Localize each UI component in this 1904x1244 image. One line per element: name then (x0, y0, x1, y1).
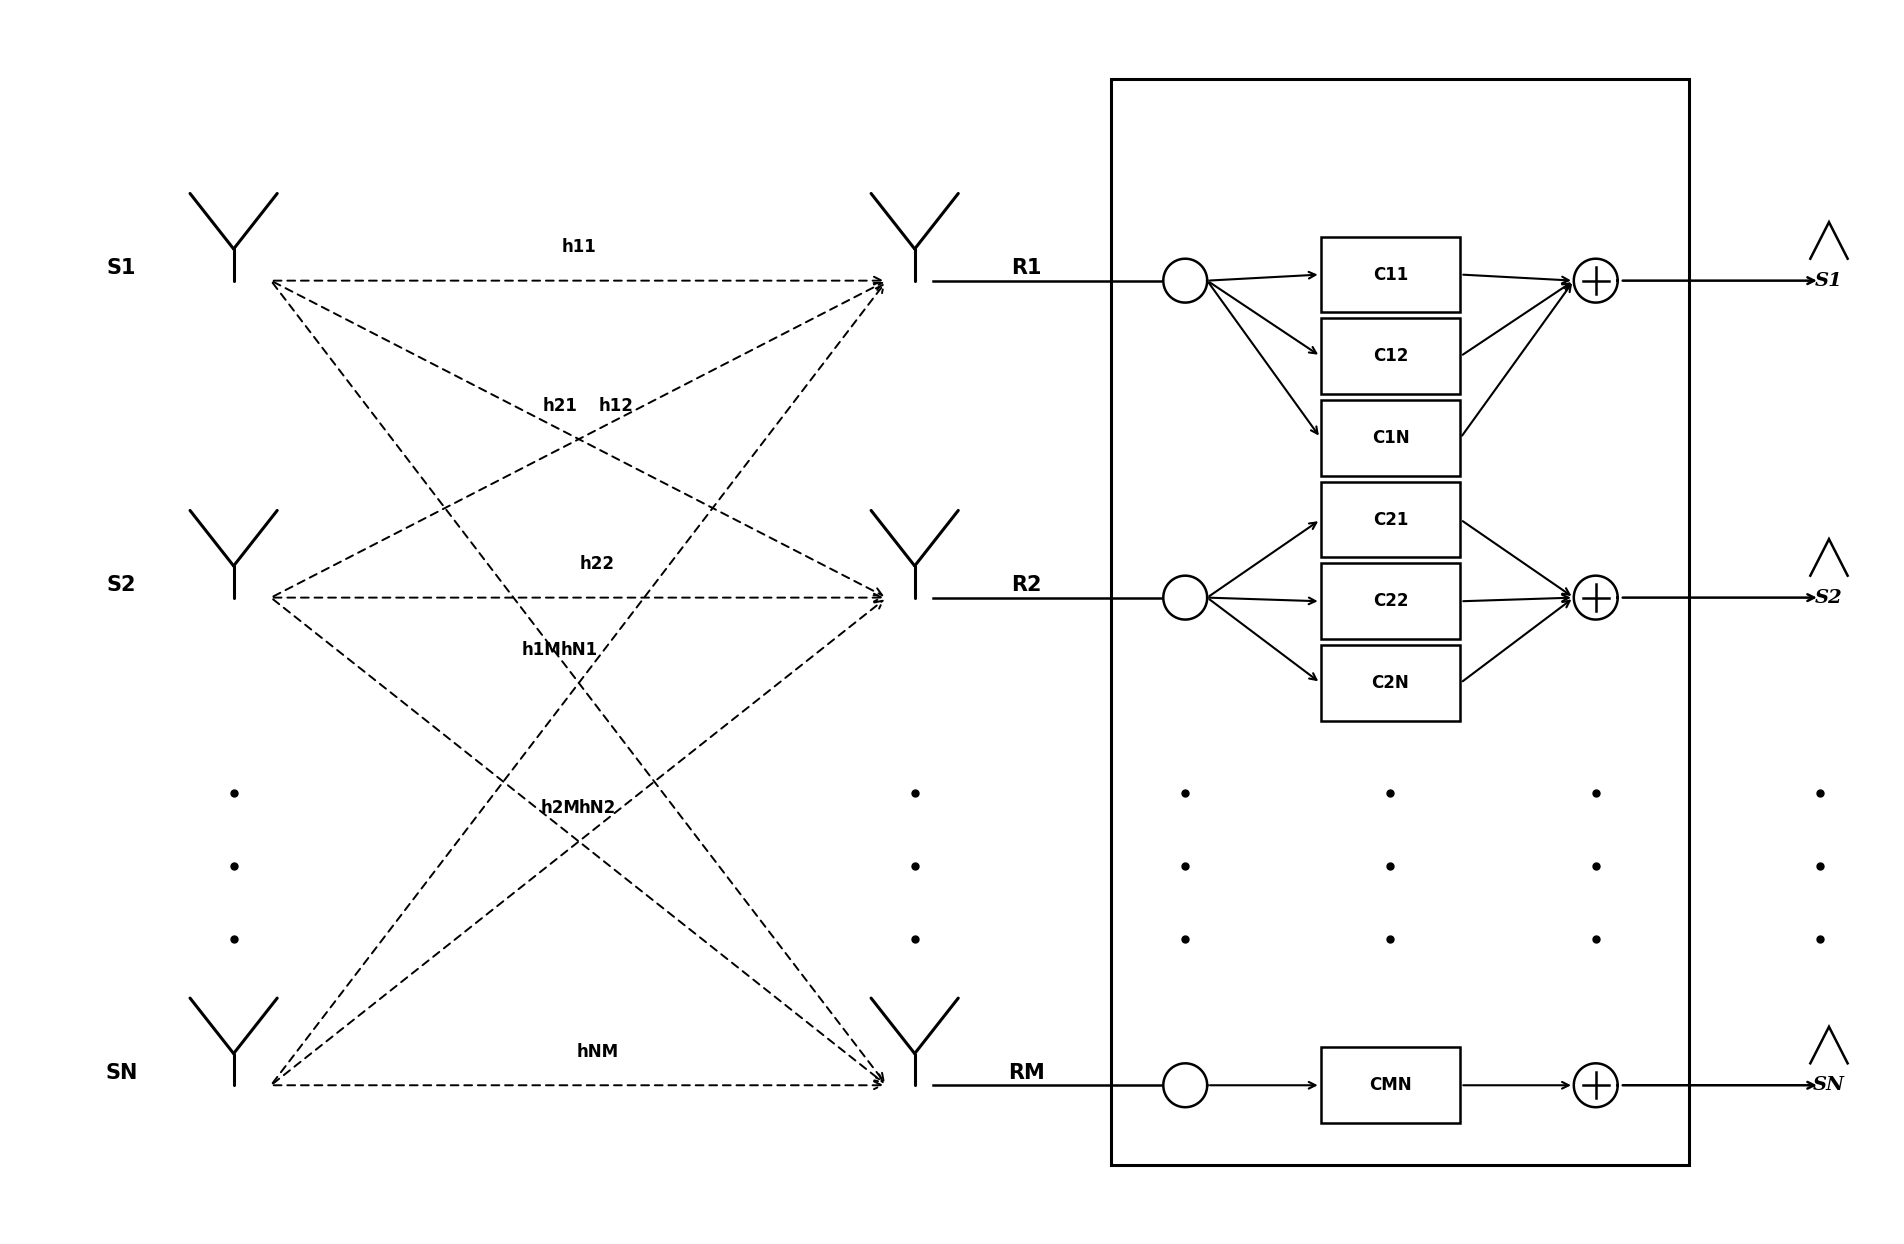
Text: R2: R2 (1011, 576, 1041, 596)
Text: S1: S1 (1815, 271, 1843, 290)
Bar (1321, 1047, 1460, 1123)
Text: C11: C11 (1373, 265, 1409, 284)
Text: hNM: hNM (577, 1042, 619, 1061)
Text: RM: RM (1009, 1064, 1045, 1084)
Text: C2N: C2N (1371, 674, 1409, 692)
Polygon shape (1163, 576, 1207, 620)
Polygon shape (1163, 259, 1207, 302)
Polygon shape (1575, 1064, 1618, 1107)
Polygon shape (1575, 576, 1618, 620)
Bar (1321, 564, 1460, 639)
Text: S2: S2 (107, 576, 137, 596)
Text: S2: S2 (1815, 588, 1843, 607)
Bar (1321, 646, 1460, 720)
Polygon shape (1163, 1064, 1207, 1107)
Bar (1321, 401, 1460, 475)
Text: R1: R1 (1011, 259, 1041, 279)
Bar (1110, 80, 1689, 1164)
Bar (1321, 318, 1460, 394)
Text: C21: C21 (1373, 510, 1409, 529)
Text: h21: h21 (543, 397, 577, 414)
Polygon shape (1575, 259, 1618, 302)
Text: SN: SN (105, 1064, 137, 1084)
Text: h12: h12 (598, 397, 634, 414)
Bar (1321, 481, 1460, 557)
Text: h22: h22 (581, 555, 615, 573)
Text: C12: C12 (1373, 347, 1409, 366)
Text: C1N: C1N (1371, 429, 1409, 447)
Text: C22: C22 (1373, 592, 1409, 611)
Text: h2M: h2M (541, 799, 581, 817)
Text: hN2: hN2 (579, 799, 617, 817)
Text: h11: h11 (562, 239, 596, 256)
Bar (1321, 236, 1460, 312)
Text: h1M: h1M (522, 641, 562, 658)
Text: S1: S1 (107, 259, 137, 279)
Text: hN1: hN1 (560, 641, 598, 658)
Text: SN: SN (1813, 1076, 1845, 1095)
Text: CMN: CMN (1369, 1076, 1411, 1095)
